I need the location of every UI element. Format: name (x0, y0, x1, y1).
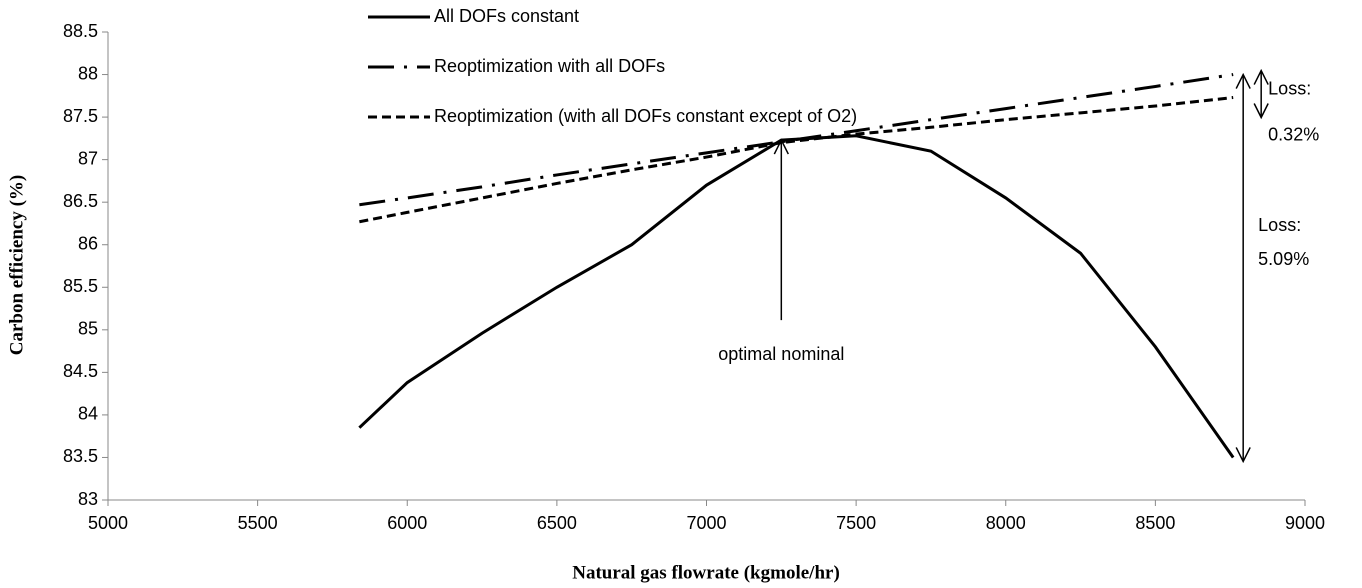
legend-label: Reoptimization (with all DOFs constant e… (434, 106, 857, 126)
y-tick-label: 83.5 (63, 446, 98, 466)
annotation: 0.32% (1268, 124, 1319, 144)
y-tick-label: 83 (78, 489, 98, 509)
annotation: optimal nominal (718, 344, 844, 364)
legend-label: All DOFs constant (434, 6, 579, 26)
y-tick-label: 88.5 (63, 21, 98, 41)
y-tick-label: 84.5 (63, 361, 98, 381)
x-tick-label: 8000 (986, 513, 1026, 533)
x-tick-label: 5000 (88, 513, 128, 533)
series-line (358, 134, 1235, 459)
annotation: 5.09% (1258, 249, 1309, 269)
series-line (359, 96, 1234, 224)
y-tick-label: 87.5 (63, 106, 98, 126)
y-tick-label: 86 (78, 233, 98, 253)
y-axis-title: Carbon efficiency (%) (6, 175, 27, 355)
annotation: Loss: (1268, 78, 1311, 98)
legend-label: Reoptimization with all DOFs (434, 56, 665, 76)
arrow-head (1235, 447, 1251, 464)
y-tick-label: 84 (78, 404, 98, 424)
arrow-head (773, 138, 789, 155)
arrow-head (1253, 68, 1269, 85)
x-tick-label: 5500 (238, 513, 278, 533)
x-tick-label: 9000 (1285, 513, 1325, 533)
x-tick-label: 7000 (686, 513, 726, 533)
x-tick-label: 6000 (387, 513, 427, 533)
x-tick-label: 7500 (836, 513, 876, 533)
annotation: Loss: (1258, 215, 1301, 235)
y-tick-label: 85.5 (63, 276, 98, 296)
x-axis-title: Natural gas flowrate (kgmole/hr) (572, 562, 840, 583)
series-line (359, 73, 1234, 207)
arrow-head (1235, 72, 1251, 89)
y-tick-label: 88 (78, 63, 98, 83)
x-tick-label: 6500 (537, 513, 577, 533)
y-tick-label: 87 (78, 148, 98, 168)
x-tick-label: 8500 (1135, 513, 1175, 533)
arrow-head (1253, 103, 1269, 120)
y-tick-label: 85 (78, 319, 98, 339)
y-tick-label: 86.5 (63, 191, 98, 211)
